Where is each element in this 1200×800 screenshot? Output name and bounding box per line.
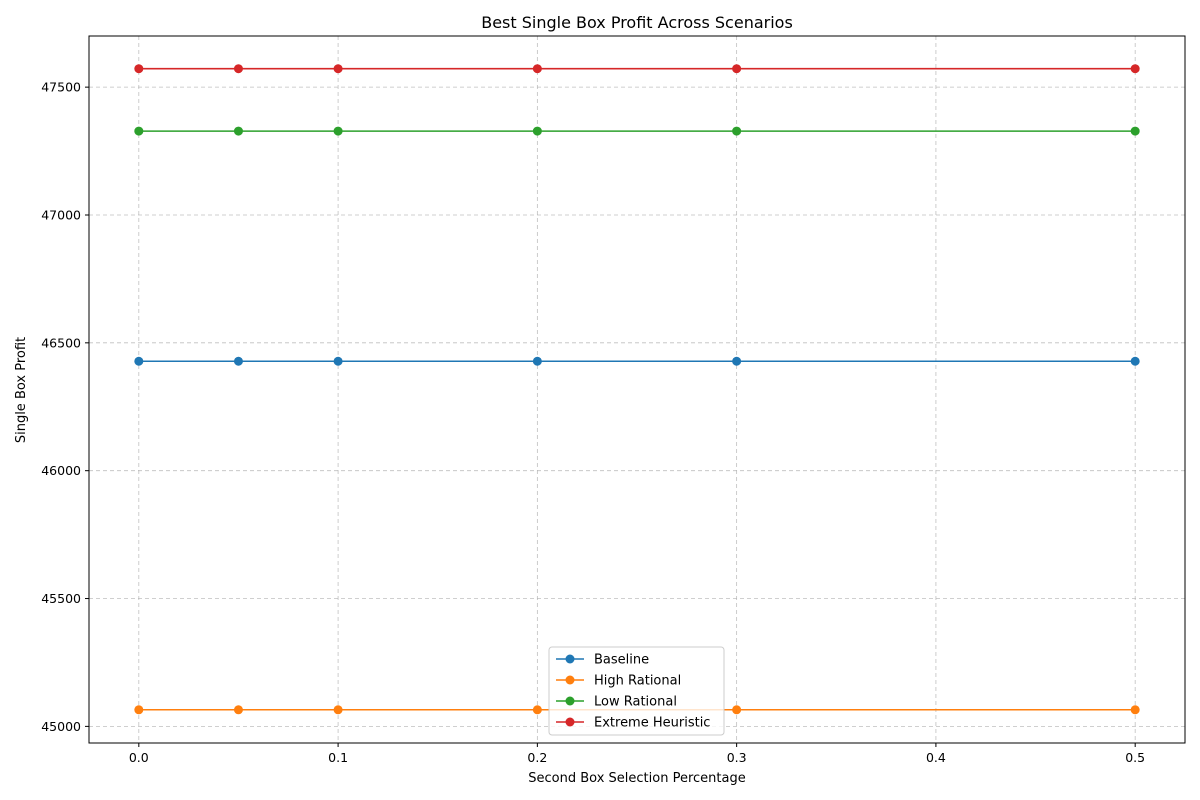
legend-box [548, 646, 725, 736]
grid-lines [89, 36, 1185, 743]
data-point-extreme-heuristic [1130, 64, 1140, 74]
x-tick-label: 0.1 [328, 750, 348, 765]
data-point-low-rational [233, 126, 243, 136]
x-tick-label: 0.2 [527, 750, 547, 765]
series-low-rational [134, 126, 1140, 136]
legend: Baseline High Rational Low Rational Extreme… [548, 646, 725, 736]
plot-area-frame [88, 35, 1186, 744]
x-axis-label: Second Box Selection Percentage [528, 771, 745, 786]
data-point-extreme-heuristic [134, 64, 144, 74]
data-point-high-rational [532, 705, 542, 715]
data-point-baseline [1130, 356, 1140, 366]
data-point-extreme-heuristic [333, 64, 343, 74]
data-point-high-rational [134, 705, 144, 715]
data-point-baseline [333, 356, 343, 366]
data-point-low-rational [134, 126, 144, 136]
series-baseline [134, 356, 1140, 366]
series-layer [134, 64, 1140, 715]
y-tick-label: 46500 [41, 335, 81, 350]
y-tick-label: 47500 [41, 80, 81, 95]
legend-item-baseline: Baseline [556, 653, 649, 668]
chart-title: Best Single Box Profit Across Scenarios [481, 13, 793, 32]
legend-label: High Rational [594, 674, 681, 689]
y-tick-label: 45500 [41, 591, 81, 606]
data-point-high-rational [333, 705, 343, 715]
data-point-extreme-heuristic [532, 64, 542, 74]
legend-item-high-rational: High Rational [556, 674, 681, 689]
legend-label: Extreme Heuristic [594, 716, 710, 731]
legend-label: Baseline [594, 653, 649, 668]
data-point-low-rational [333, 126, 343, 136]
legend-swatch-marker [565, 675, 575, 685]
y-axis: 45000 45500 46000 46500 47000 47500 [41, 80, 89, 734]
data-point-high-rational [233, 705, 243, 715]
legend-swatch-marker [565, 696, 575, 706]
series-extreme-heuristic [134, 64, 1140, 74]
y-axis-label: Single Box Profit [14, 337, 29, 443]
y-tick-label: 46000 [41, 463, 81, 478]
data-point-low-rational [732, 126, 742, 136]
legend-swatch-marker [565, 717, 575, 727]
legend-item-low-rational: Low Rational [556, 695, 677, 710]
data-point-baseline [532, 356, 542, 366]
x-tick-label: 0.0 [129, 750, 149, 765]
data-point-high-rational [732, 705, 742, 715]
data-point-high-rational [1130, 705, 1140, 715]
data-point-low-rational [1130, 126, 1140, 136]
data-point-baseline [134, 356, 144, 366]
data-point-baseline [732, 356, 742, 366]
y-tick-label: 45000 [41, 719, 81, 734]
data-point-low-rational [532, 126, 542, 136]
data-point-baseline [233, 356, 243, 366]
legend-label: Low Rational [594, 695, 677, 710]
series-high-rational [134, 705, 1140, 715]
x-tick-label: 0.3 [727, 750, 747, 765]
data-point-extreme-heuristic [732, 64, 742, 74]
data-point-extreme-heuristic [233, 64, 243, 74]
legend-item-extreme-heuristic: Extreme Heuristic [556, 716, 710, 731]
y-tick-label: 47000 [41, 207, 81, 222]
x-tick-label: 0.5 [1125, 750, 1145, 765]
x-tick-label: 0.4 [926, 750, 946, 765]
x-axis: 0.0 0.1 0.2 0.3 0.4 0.5 [129, 743, 1145, 765]
legend-swatch-marker [565, 654, 575, 664]
